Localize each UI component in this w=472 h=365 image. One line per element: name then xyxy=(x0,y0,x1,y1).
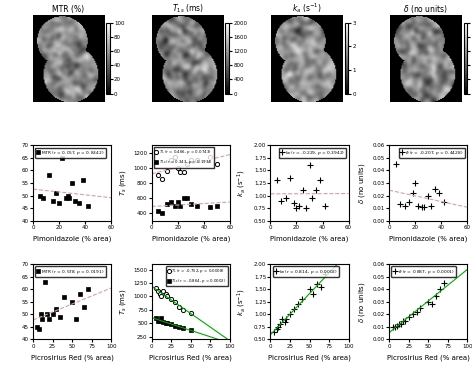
Title: MTR (%): MTR (%) xyxy=(52,5,84,14)
Title: $\delta$ (no units): $\delta$ (no units) xyxy=(404,3,448,15)
Title: $T_{1s}$ (ms): $T_{1s}$ (ms) xyxy=(171,2,204,15)
Legend: $\delta$ ($r$ = -0.207, $p$ = 0.4428): $\delta$ ($r$ = -0.207, $p$ = 0.4428) xyxy=(399,147,465,158)
Y-axis label: $\delta$ (no units): $\delta$ (no units) xyxy=(357,162,367,204)
X-axis label: Pimonidazole (% area): Pimonidazole (% area) xyxy=(152,235,230,242)
X-axis label: Pimonidazole (% area): Pimonidazole (% area) xyxy=(33,235,111,242)
Legend: $T_1$ ($r$ = -0.752, $p$ = 0.0008), $T_{1s}$ ($r$ = -0.864, $p$ = 0.0002): $T_1$ ($r$ = -0.752, $p$ = 0.0008), $T_{… xyxy=(166,266,228,287)
Title: $k_a$ (s$^{-1}$): $k_a$ (s$^{-1}$) xyxy=(292,1,322,15)
Y-axis label: $k_a$ (s$^{-1}$): $k_a$ (s$^{-1}$) xyxy=(236,169,248,197)
Legend: $k_a$ ($r$ = 0.814, $p$ = 0.0002): $k_a$ ($r$ = 0.814, $p$ = 0.0002) xyxy=(273,266,339,277)
X-axis label: Pimonidazole (% area): Pimonidazole (% area) xyxy=(389,235,467,242)
Legend: $T_1$ ($r$ = 0.466, $p$ = 0.0743), $T_{1s}$ ($r$ = 0.343, $p$ = 0.1934): $T_1$ ($r$ = 0.466, $p$ = 0.0743), $T_{1… xyxy=(154,147,214,168)
X-axis label: Picrosirius Red (% area): Picrosirius Red (% area) xyxy=(149,354,232,361)
Y-axis label: $T_s$ (ms): $T_s$ (ms) xyxy=(118,288,128,315)
X-axis label: Picrosirius Red (% area): Picrosirius Red (% area) xyxy=(387,354,470,361)
Legend: $\delta$ ($r$ = 0.887, $p$ = 0.0001): $\delta$ ($r$ = 0.887, $p$ = 0.0001) xyxy=(391,266,456,277)
Y-axis label: $T_s$ (ms): $T_s$ (ms) xyxy=(118,170,128,196)
Legend: MTR ($r$ = 0.057, $p$ = 0.8342): MTR ($r$ = 0.057, $p$ = 0.8342) xyxy=(35,147,106,158)
X-axis label: Picrosirius Red (% area): Picrosirius Red (% area) xyxy=(268,354,351,361)
Legend: $k_a$ ($r$ = -0.229, $p$ = 0.3942): $k_a$ ($r$ = -0.229, $p$ = 0.3942) xyxy=(278,147,346,158)
Legend: MTR ($r$ = 0.578, $p$ = 0.0191): MTR ($r$ = 0.578, $p$ = 0.0191) xyxy=(35,266,106,277)
X-axis label: Pimonidazole (% area): Pimonidazole (% area) xyxy=(270,235,349,242)
Y-axis label: $\delta$ (no units): $\delta$ (no units) xyxy=(357,281,367,323)
X-axis label: Picrosirius Red (% area): Picrosirius Red (% area) xyxy=(31,354,114,361)
Y-axis label: $k_a$ (s$^{-1}$): $k_a$ (s$^{-1}$) xyxy=(236,288,248,316)
